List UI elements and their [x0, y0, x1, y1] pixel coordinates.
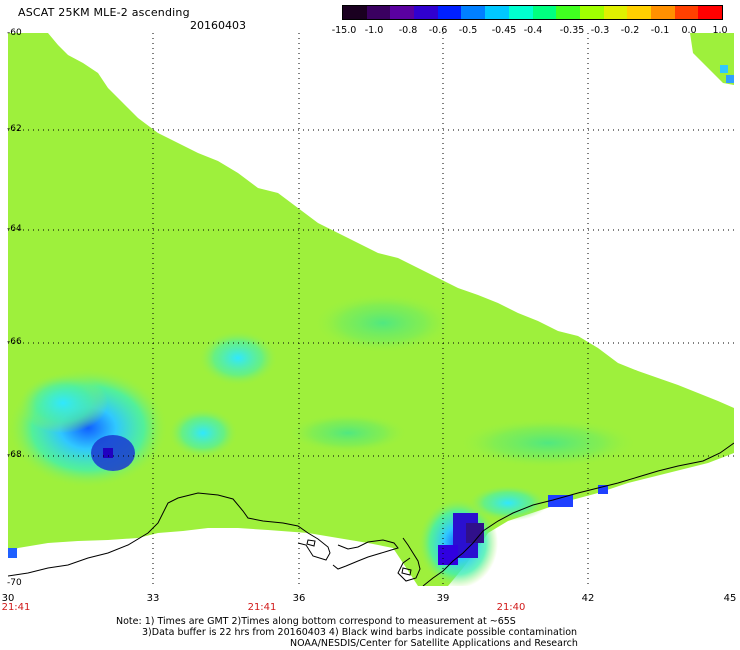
data-cell — [726, 75, 734, 83]
colorbar-segment — [579, 6, 604, 19]
map-date: 20160403 — [190, 19, 246, 32]
anomaly-cyan — [198, 330, 278, 386]
colorbar-label: 1.0 — [712, 25, 728, 36]
colorbar-label: -0.8 — [398, 25, 418, 36]
lat-label: -70 — [7, 578, 22, 588]
colorbar-segment — [414, 6, 438, 19]
lon-label: 33 — [146, 593, 160, 604]
map-plot-area — [8, 33, 734, 586]
lon-label: 42 — [581, 593, 595, 604]
colorbar-segment — [627, 6, 651, 19]
graticule — [8, 33, 734, 586]
colorbar-segment — [556, 6, 580, 19]
colorbar — [342, 5, 723, 20]
anomaly-green — [313, 293, 453, 353]
data-cell — [548, 495, 573, 507]
colorbar-segment — [698, 6, 722, 19]
colorbar-segment — [508, 6, 533, 19]
time-label: 21:41 — [1, 602, 31, 613]
data-cell — [8, 548, 17, 558]
colorbar-segment — [343, 6, 367, 19]
colorbar-segment — [485, 6, 509, 19]
colorbar-label: -0.3 — [590, 25, 610, 36]
colorbar-label: -0.6 — [428, 25, 448, 36]
data-cell — [103, 448, 113, 458]
island — [401, 567, 412, 576]
note-line-3: NOAA/NESDIS/Center for Satellite Applica… — [290, 638, 578, 649]
lat-label: -60 — [7, 28, 22, 38]
data-cell — [598, 485, 608, 494]
colorbar-label: -0.45 — [491, 25, 517, 36]
colorbar-label: -0.4 — [523, 25, 543, 36]
anomaly-green — [458, 418, 638, 468]
colorbar-segment — [390, 6, 415, 19]
data-cell — [466, 523, 484, 543]
anomaly-green — [288, 413, 408, 453]
lon-label: 30 — [1, 593, 15, 604]
anomaly-cyan — [168, 408, 238, 458]
lat-label: -66 — [7, 337, 22, 347]
note-line-1: Note: 1) Times are GMT 2)Times along bot… — [116, 616, 516, 627]
lat-label: -62 — [7, 124, 22, 134]
lat-label: -68 — [7, 450, 22, 460]
colorbar-label: -1.0 — [364, 25, 384, 36]
colorbar-label: -0.5 — [458, 25, 478, 36]
colorbar-label: -0.2 — [620, 25, 640, 36]
colorbar-label: 0.0 — [681, 25, 697, 36]
colorbar-segment — [674, 6, 699, 19]
colorbar-label: -0.35 — [559, 25, 585, 36]
colorbar-segment — [603, 6, 628, 19]
time-label: 21:40 — [496, 602, 526, 613]
colorbar-segment — [461, 6, 486, 19]
colorbar-labels: -15.0 -1.0 -0.8 -0.6 -0.5 -0.45 -0.4 -0.… — [330, 25, 740, 37]
lat-label: -64 — [7, 224, 22, 234]
lon-label: 36 — [292, 593, 306, 604]
map-svg — [8, 33, 734, 586]
note-line-2: 3)Data buffer is 22 hrs from 20160403 4)… — [142, 627, 578, 638]
lon-label: 39 — [436, 593, 450, 604]
map-title: ASCAT 25KM MLE-2 ascending — [18, 6, 190, 19]
time-label: 21:41 — [247, 602, 277, 613]
island — [306, 539, 316, 547]
data-cell — [438, 545, 458, 565]
colorbar-segment — [366, 6, 391, 19]
anomaly-cyan — [468, 485, 548, 521]
coastline — [8, 442, 734, 586]
colorbar-label: -0.1 — [650, 25, 670, 36]
anomaly-cyan — [18, 373, 108, 433]
data-cell — [720, 65, 728, 73]
colorbar-label: -15.0 — [331, 25, 357, 36]
colorbar-segment — [650, 6, 675, 19]
colorbar-segment — [532, 6, 557, 19]
colorbar-segment — [437, 6, 462, 19]
lon-label: 45 — [723, 593, 737, 604]
